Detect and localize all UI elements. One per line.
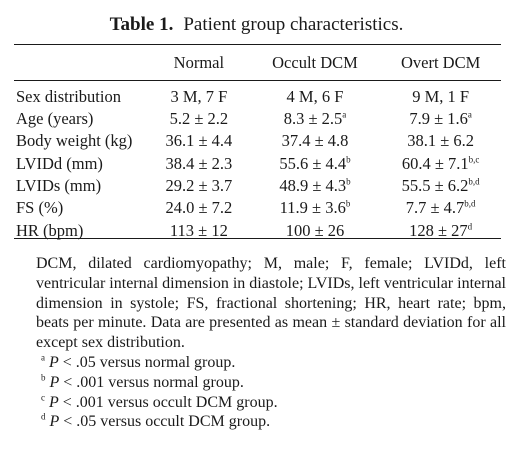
column-header <box>14 50 148 80</box>
column-header: Normal <box>173 53 225 72</box>
footnote: d P < .05 versus occult DCM group. <box>41 412 506 432</box>
table-cell: 60.4 ± 7.1b,c <box>380 153 501 175</box>
table-cell: 7.9 ± 1.6a <box>380 108 501 130</box>
row-label: LVIDs (mm) <box>16 176 102 196</box>
footnote-mark: d <box>41 412 46 423</box>
cell-value: 24.0 ± 7.2 <box>165 198 233 218</box>
footnote-marker: b,d <box>468 176 480 187</box>
header-rule <box>14 80 501 81</box>
table-cell: 9 M, 1 F <box>380 86 501 108</box>
footnote-mark: c <box>41 392 45 403</box>
footnote-marker: b <box>345 198 351 209</box>
characteristics-table: Normal Occult DCM Overt DCM Sex distribu… <box>14 50 501 242</box>
footnote-text: < .05 versus occult DCM group. <box>59 413 271 431</box>
column-header: Occult DCM <box>272 53 358 72</box>
footnote-marker: b,d <box>464 198 476 209</box>
footnote-marker: a <box>342 109 347 120</box>
table-body: Sex distribution 3 M, 7 F 4 M, 6 F 9 M, 1 F… <box>14 80 501 242</box>
table-row: Age (years) 5.2 ± 2.2 8.3 ± 2.5a 7.9 ± 1.6a <box>14 108 501 130</box>
table-cell: 113 ± 12 <box>148 220 250 242</box>
cell-value: 8.3 ± 2.5 <box>283 109 343 129</box>
footnote-marker: b,c <box>468 154 480 165</box>
table-cell: 8.3 ± 2.5a <box>250 108 381 130</box>
table-cell: 4 M, 6 F <box>250 86 381 108</box>
row-label: LVIDd (mm) <box>16 153 103 173</box>
cell-value: 48.9 ± 4.3 <box>279 176 347 196</box>
cell-value: 29.2 ± 3.7 <box>165 176 233 196</box>
cell-value: 55.5 ± 6.2 <box>401 176 469 196</box>
cell-value: 38.1 ± 6.2 <box>407 131 475 151</box>
p-value-symbol: P <box>49 413 60 431</box>
cell-value: 7.7 ± 4.7 <box>405 198 465 218</box>
cell-value: 37.4 ± 4.8 <box>281 131 349 151</box>
table-cell: 3 M, 7 F <box>148 86 250 108</box>
table-row: Body weight (kg) 36.1 ± 4.4 37.4 ± 4.8 38.1… <box>14 131 501 153</box>
table-number: Table 1. <box>109 14 174 35</box>
cell-value: 55.6 ± 4.4 <box>279 153 347 173</box>
cell-value: 4 M, 6 F <box>286 86 344 106</box>
table-cell: 55.6 ± 4.4b <box>250 153 381 175</box>
footnote-marker: d <box>467 221 473 232</box>
footnote-mark: b <box>41 372 46 383</box>
table-cell: 55.5 ± 6.2b,d <box>380 175 501 197</box>
table-row: Sex distribution 3 M, 7 F 4 M, 6 F 9 M, 1 F <box>14 86 501 108</box>
table-row: HR (bpm) 113 ± 12 100 ± 26 128 ± 27d <box>14 220 501 242</box>
cell-value: 38.4 ± 2.3 <box>165 153 233 173</box>
abbreviations-note: DCM, dilated cardiomyopathy; M, male; F,… <box>36 255 506 352</box>
footnote-marker: a <box>467 109 472 120</box>
table-cell: 38.1 ± 6.2 <box>380 131 501 153</box>
cell-value: 100 ± 26 <box>285 220 345 240</box>
footnote-text: < .05 versus normal group. <box>58 353 236 371</box>
cell-value: 113 ± 12 <box>169 220 228 240</box>
table-cell: 11.9 ± 3.6b <box>250 197 381 219</box>
footnote-list: a P < .05 versus normal group. b P < .001… <box>36 353 506 432</box>
table-cell: 29.2 ± 3.7 <box>148 175 250 197</box>
row-label: HR (bpm) <box>16 220 84 240</box>
table-cell: 7.7 ± 4.7b,d <box>380 197 501 219</box>
p-value-symbol: P <box>49 393 59 411</box>
table-cell: 128 ± 27d <box>380 220 501 242</box>
footnote-text: < .001 versus occult DCM group. <box>58 393 278 411</box>
row-label: Age (years) <box>16 109 94 129</box>
table-cell: 38.4 ± 2.3 <box>148 153 250 175</box>
table-title: Patient group characteristics. <box>183 14 404 35</box>
footnote-text: < .001 versus normal group. <box>59 373 244 391</box>
cell-value: 11.9 ± 3.6 <box>279 198 346 218</box>
table-row: LVIDd (mm) 38.4 ± 2.3 55.6 ± 4.4b 60.4 ± 7.… <box>14 153 501 175</box>
footnote-marker: b <box>346 176 351 187</box>
footnote: a P < .05 versus normal group. <box>41 353 506 373</box>
bottom-rule <box>14 238 501 239</box>
row-label: FS (%) <box>16 198 64 218</box>
cell-value: 7.9 ± 1.6 <box>409 109 468 129</box>
cell-value: 36.1 ± 4.4 <box>165 131 233 151</box>
table-caption: Table 1. Patient group characteristics. <box>0 14 513 36</box>
table-cell: 5.2 ± 2.2 <box>148 108 250 130</box>
footnote: c P < .001 versus occult DCM group. <box>41 393 506 413</box>
cell-value: 3 M, 7 F <box>170 86 228 106</box>
footnote-mark: a <box>41 352 45 363</box>
table-cell: 36.1 ± 4.4 <box>148 131 250 153</box>
table-row: LVIDs (mm) 29.2 ± 3.7 48.9 ± 4.3b 55.5 ± 6.… <box>14 175 501 197</box>
row-label: Sex distribution <box>16 86 121 106</box>
row-label: Body weight (kg) <box>16 131 133 151</box>
footnote: b P < .001 versus normal group. <box>41 373 506 393</box>
cell-value: 9 M, 1 F <box>412 86 470 106</box>
table-cell: 48.9 ± 4.3b <box>250 175 381 197</box>
table-cell: 100 ± 26 <box>250 220 381 242</box>
footnote-marker: b <box>346 154 351 165</box>
table-row: FS (%) 24.0 ± 7.2 11.9 ± 3.6b 7.7 ± 4.7b,d <box>14 197 501 219</box>
p-value-symbol: P <box>49 373 60 391</box>
cell-value: 128 ± 27 <box>409 220 468 240</box>
top-rule <box>14 44 501 45</box>
table-header-row: Normal Occult DCM Overt DCM <box>14 50 501 80</box>
cell-value: 5.2 ± 2.2 <box>169 109 229 129</box>
table-cell: 37.4 ± 4.8 <box>250 131 381 153</box>
cell-value: 60.4 ± 7.1 <box>401 153 469 173</box>
p-value-symbol: P <box>49 353 59 371</box>
column-header: Overt DCM <box>400 53 481 72</box>
table-notes: DCM, dilated cardiomyopathy; M, male; F,… <box>36 254 506 432</box>
table-cell: 24.0 ± 7.2 <box>148 197 250 219</box>
